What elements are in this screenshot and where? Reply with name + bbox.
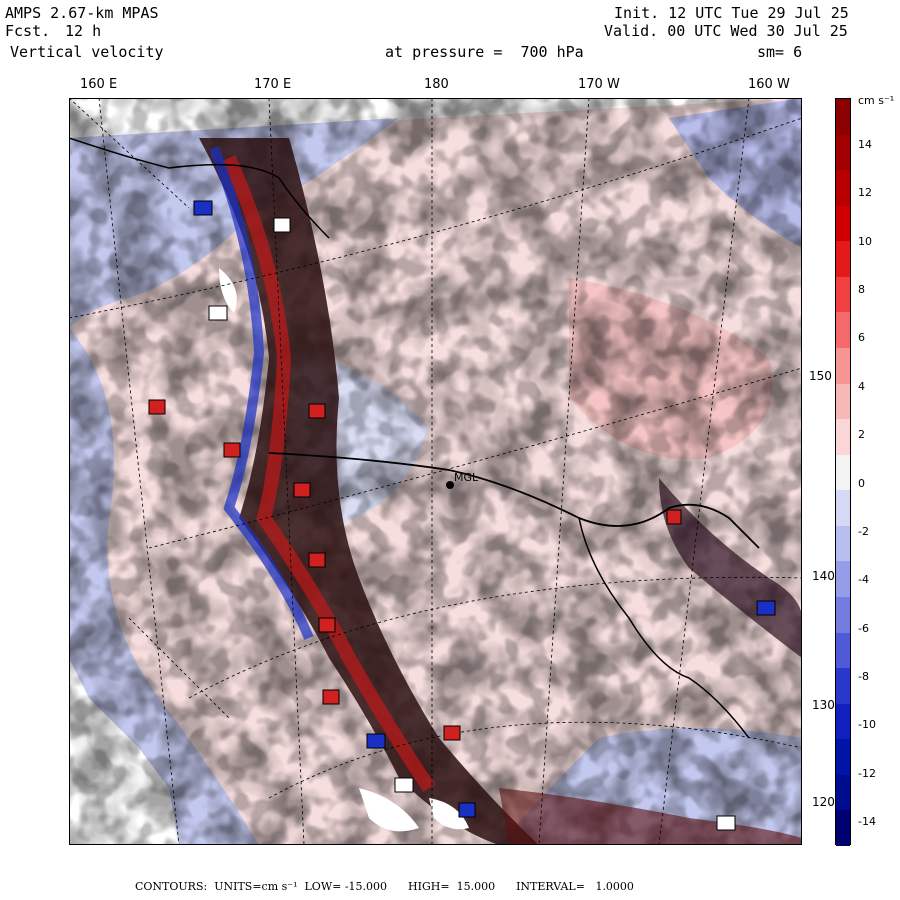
colorbar-segment	[836, 810, 850, 847]
colorbar-segment	[836, 419, 850, 456]
colorbar-tick-label: -2	[858, 524, 869, 538]
colorbar-segment	[836, 134, 850, 171]
init-time: Init. 12 UTC Tue 29 Jul 25	[614, 4, 849, 22]
colorbar-tick-label: 8	[858, 283, 865, 297]
colorbar-tick-label: -12	[858, 766, 876, 780]
coastline-3	[69, 137, 330, 239]
footer-interval: INTERVAL= 1.0000	[516, 880, 634, 893]
station-label: MGL	[454, 471, 479, 484]
footer-units: UNITS=cm s⁻¹	[214, 880, 298, 893]
model-title: AMPS 2.67-km MPAS	[5, 4, 159, 22]
lon-label-160e: 160 E	[80, 77, 118, 92]
colorbar-segment	[836, 205, 850, 242]
valid-time: Valid. 00 UTC Wed 30 Jul 25	[604, 22, 848, 40]
colorbar-tick-label: -6	[858, 621, 869, 635]
colorbar-segment	[836, 170, 850, 207]
colorbar-segment	[836, 632, 850, 669]
colorbar-tick-label: -14	[858, 815, 876, 828]
land-gap-2	[359, 788, 419, 832]
colorbar	[835, 98, 851, 847]
land-gap-3	[429, 798, 469, 830]
station-marker	[446, 481, 454, 489]
lon-label-170e: 170 E	[254, 77, 292, 92]
colorbar-segment	[836, 597, 850, 634]
ridge-blue-core	[209, 146, 314, 640]
coastline	[268, 452, 760, 549]
pressure-level: at pressure = 700 hPa	[385, 43, 584, 61]
forecast-label: Fcst.	[5, 22, 51, 40]
colorbar-tick-label: 0	[858, 476, 865, 490]
colorbar-segment	[836, 276, 850, 313]
colorbar-segment	[836, 739, 850, 776]
vertical-velocity-map: MGL	[69, 98, 802, 845]
colorbar-tick-label: -4	[858, 573, 869, 587]
graticule	[69, 98, 802, 845]
colorbar-segment	[836, 490, 850, 527]
colorbar-tick-label: 2	[858, 428, 865, 442]
colorbar-segment	[836, 454, 850, 491]
colorbar-units: cm s⁻¹	[858, 94, 895, 107]
colorbar-segment	[836, 312, 850, 349]
colorbar-tick-label: 10	[858, 234, 872, 248]
colorbar-tick-label: 4	[858, 379, 865, 393]
field-name: Vertical velocity	[10, 43, 164, 61]
footer-high: HIGH= 15.000	[408, 880, 496, 893]
land-gap-1	[219, 268, 237, 313]
lon-label-170w: 170 W	[578, 77, 620, 92]
colorbar-segment	[836, 774, 850, 811]
colorbar-segment	[836, 561, 850, 598]
forecast-hours: 12 h	[65, 22, 102, 40]
colorbar-segment	[836, 241, 850, 278]
footer-low: LOW= -15.000	[304, 880, 388, 893]
colorbar-tick-label: 12	[858, 186, 872, 200]
colorbar-segment	[836, 668, 850, 705]
colorbar-segment	[836, 348, 850, 385]
lon-label-160w: 160 W	[748, 77, 790, 92]
ridge-red-core	[222, 155, 435, 792]
colorbar-segment	[836, 525, 850, 562]
contours-footer: CONTOURS: UNITS=cm s⁻¹ LOW= -15.000 HIGH…	[135, 880, 634, 893]
coastline-2	[578, 517, 750, 739]
lon-label-180: 180	[424, 77, 449, 92]
colorbar-tick-label: 14	[858, 138, 872, 151]
colorbar-tick-label: -8	[858, 669, 869, 683]
colorbar-tick-label: 6	[858, 331, 865, 345]
colorbar-segment	[836, 703, 850, 740]
footer-label: CONTOURS:	[135, 880, 208, 893]
colorbar-tick-label: -10	[858, 718, 876, 732]
colorbar-segment	[836, 383, 850, 420]
contour-labels	[148, 200, 776, 831]
se-range	[499, 788, 802, 845]
smoothing: sm= 6	[757, 43, 803, 61]
colorbar-segment	[836, 99, 850, 136]
